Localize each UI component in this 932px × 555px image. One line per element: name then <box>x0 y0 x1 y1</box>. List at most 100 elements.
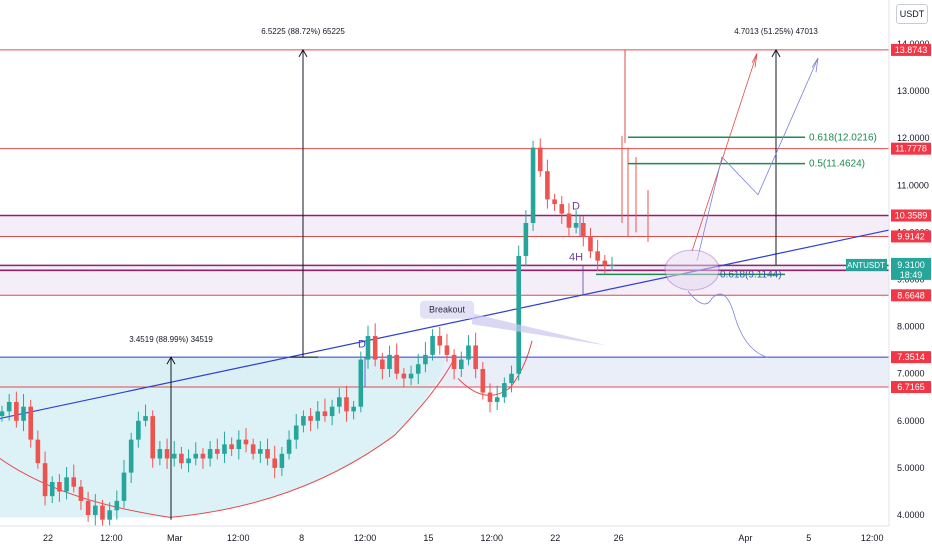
candle-body <box>279 453 285 468</box>
resistance-zone-upper <box>0 215 889 237</box>
candle-body <box>157 449 163 459</box>
candle-body <box>509 373 514 384</box>
candle-body <box>423 354 428 365</box>
candle-body <box>57 482 62 492</box>
candle-body <box>243 439 249 445</box>
candle-body <box>602 260 608 266</box>
time-axis-label: 8 <box>299 533 304 543</box>
candle-body <box>530 147 536 223</box>
candle-body <box>214 449 220 454</box>
time-axis-bg <box>0 526 932 550</box>
candle-body <box>78 486 84 501</box>
candle-body <box>0 411 5 417</box>
h4-label: 4H <box>569 251 583 263</box>
candle-body <box>301 416 306 426</box>
candle-body <box>336 397 342 407</box>
time-axis-label: 12:00 <box>861 533 884 543</box>
price-axis-label: 7.0000 <box>897 369 925 379</box>
time-axis-label: Apr <box>738 533 752 543</box>
price-tag <box>891 209 931 222</box>
candle-body <box>293 425 299 440</box>
candle-body <box>458 359 464 369</box>
candle-body <box>272 458 278 468</box>
candle-body <box>286 439 292 454</box>
range-label-top-right: 4.7013 (51.25%) 47013 <box>734 27 818 36</box>
candle-body <box>92 505 98 515</box>
projection-blue-head <box>811 57 819 73</box>
candle-body <box>372 336 378 360</box>
time-axis-label: 26 <box>614 533 624 543</box>
candle-body <box>14 401 19 421</box>
candle-body <box>573 222 579 228</box>
current-price-label: 9.3100 <box>897 260 925 270</box>
trend-line[interactable] <box>0 229 890 420</box>
candle-body <box>71 477 77 487</box>
currency-button[interactable]: USDT <box>896 4 928 24</box>
candle-body <box>415 364 421 374</box>
price-tag-label: 9.9142 <box>897 231 925 241</box>
price-axis-label: 12.0000 <box>897 133 930 143</box>
time-axis-label: Mar <box>167 533 183 543</box>
time-axis-label: 22 <box>43 533 53 543</box>
candle-body <box>222 444 227 454</box>
candle-body <box>545 171 550 200</box>
cup-curve <box>0 356 456 518</box>
measure-arrow-left-head <box>298 48 308 58</box>
candle-body <box>466 345 471 360</box>
candle-body <box>494 397 500 402</box>
price-axis-label: 11.0000 <box>897 180 929 190</box>
candle-body <box>64 477 69 492</box>
candle-body <box>401 373 407 379</box>
fib-05-label: 0.5(11.4624) <box>809 159 865 170</box>
candles-group <box>0 138 615 528</box>
symbol-tag <box>846 258 887 271</box>
price-tag-label: 11.7778 <box>895 144 927 154</box>
d-label-upper: D <box>572 201 580 213</box>
candle-body <box>502 383 507 398</box>
candle-body <box>35 439 41 464</box>
countdown-label: 18:49 <box>900 270 923 280</box>
candle-body <box>236 439 242 450</box>
highlight-circle <box>664 249 720 291</box>
candle-body <box>42 463 48 497</box>
candle-body <box>128 439 134 473</box>
price-tag <box>891 351 931 364</box>
candle-body <box>250 444 256 454</box>
candle-body <box>588 237 593 252</box>
candle-body <box>609 264 615 266</box>
measure-arrow-bottom-head <box>166 356 176 365</box>
candle-body <box>100 505 105 520</box>
measure-arrow-right-head <box>771 48 781 58</box>
time-axis-label: 12:00 <box>227 533 250 543</box>
candle-body <box>21 406 26 421</box>
projection-red-head <box>751 53 758 68</box>
price-tag <box>891 230 931 243</box>
projection-blue <box>696 57 819 261</box>
price-tag <box>891 43 931 56</box>
time-axis-label: 12:00 <box>481 533 504 543</box>
candle-body <box>387 354 392 369</box>
candle-body <box>580 222 586 238</box>
candle-body <box>121 472 127 501</box>
candle-body <box>487 392 493 402</box>
candle-body <box>164 449 170 459</box>
breakout-wedge <box>472 313 607 346</box>
candle-body <box>49 482 55 497</box>
candle-body <box>430 336 435 355</box>
price-tag <box>891 142 931 155</box>
price-tag-label: 13.8743 <box>895 45 928 55</box>
candle-body <box>444 345 450 355</box>
time-axis-label: 15 <box>423 533 433 543</box>
candle-body <box>265 449 270 459</box>
candle-body <box>380 359 385 369</box>
time-axis-label: 12:00 <box>100 533 123 543</box>
breakout-label-bg <box>420 300 474 319</box>
price-tag-label: 8.6648 <box>897 290 925 300</box>
candle-body <box>329 406 335 417</box>
candle-body <box>344 397 349 412</box>
candle-body <box>136 420 141 440</box>
candle-body <box>200 453 206 459</box>
candle-body <box>258 449 263 454</box>
